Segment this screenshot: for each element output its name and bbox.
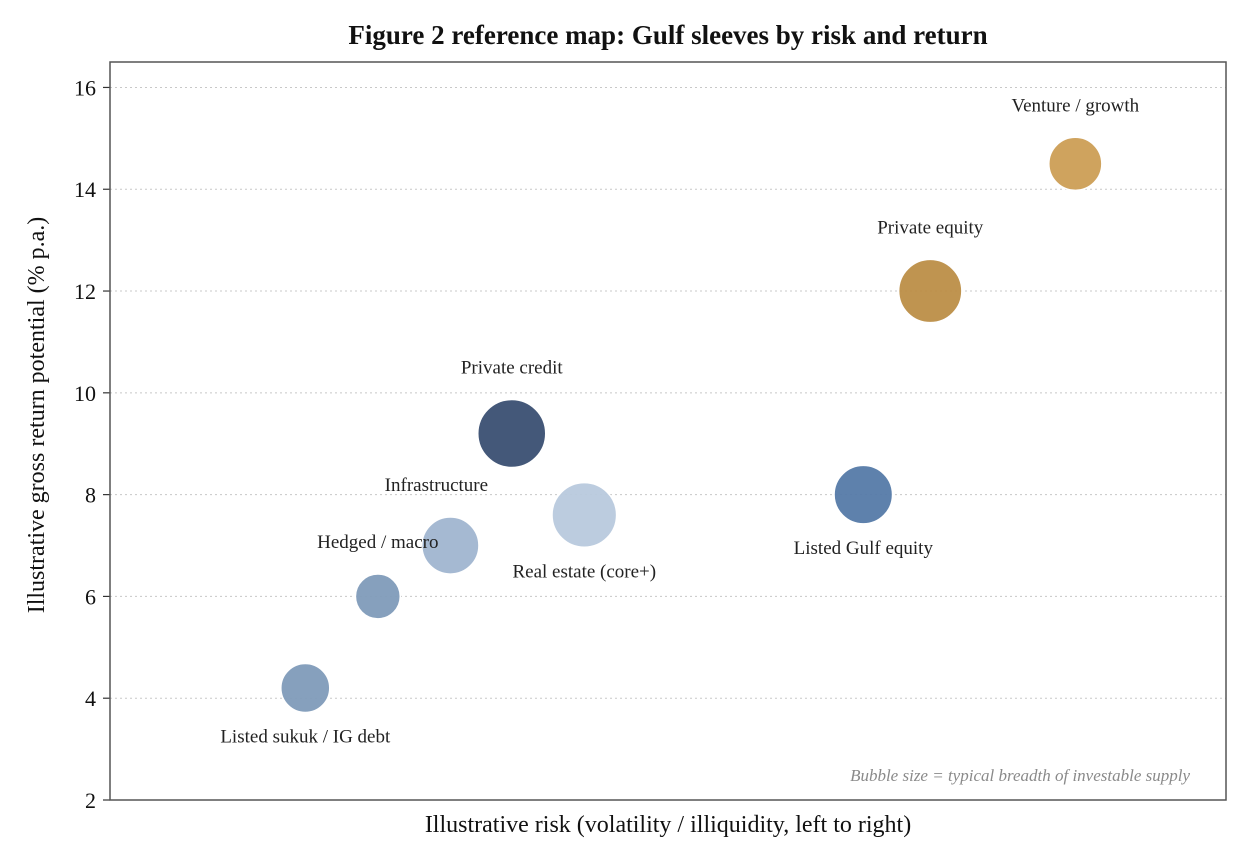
bubble-size-note: Bubble size = typical breadth of investa… — [850, 766, 1190, 785]
y-tick-label: 12 — [74, 279, 96, 304]
axes: 2 4 6 8 10 12 14 16 — [74, 75, 110, 813]
bubble-point — [833, 464, 894, 525]
bubbles — [280, 136, 1103, 714]
bubble-point — [477, 398, 547, 469]
gridlines — [110, 86, 1226, 699]
y-tick-label: 2 — [85, 788, 96, 813]
bubble-point — [421, 516, 480, 575]
chart-title: Figure 2 reference map: Gulf sleeves by … — [348, 20, 987, 50]
y-tick-label: 16 — [74, 75, 96, 100]
bubble-label: Private credit — [461, 358, 564, 379]
y-tick-label: 14 — [74, 177, 96, 202]
bubble-label: Listed Gulf equity — [794, 538, 934, 559]
bubble-point — [354, 573, 402, 620]
bubble-label: Real estate (core+) — [512, 561, 656, 582]
point-labels: Listed sukuk / IG debt Hedged / macro Infr… — [220, 95, 1139, 747]
y-tick-label: 4 — [85, 686, 96, 711]
bubble-label: Venture / growth — [1011, 95, 1139, 116]
bubble-label: Hedged / macro — [317, 532, 438, 553]
x-axis-title: Illustrative risk (volatility / illiquid… — [425, 812, 911, 838]
bubble-label: Private equity — [877, 217, 984, 238]
bubble-point — [280, 662, 331, 714]
bubble-point — [1048, 136, 1103, 192]
y-tick-label: 10 — [74, 381, 96, 406]
y-tick-label: 8 — [85, 483, 96, 508]
bubble-point — [551, 481, 618, 549]
plot-frame — [109, 61, 1227, 801]
y-tick-label: 6 — [85, 584, 96, 609]
y-axis-title: Illustrative gross return potential (% p… — [24, 217, 50, 614]
bubble-label: Infrastructure — [385, 475, 488, 496]
bubble-point — [897, 258, 963, 324]
bubble-label: Listed sukuk / IG debt — [220, 727, 391, 748]
